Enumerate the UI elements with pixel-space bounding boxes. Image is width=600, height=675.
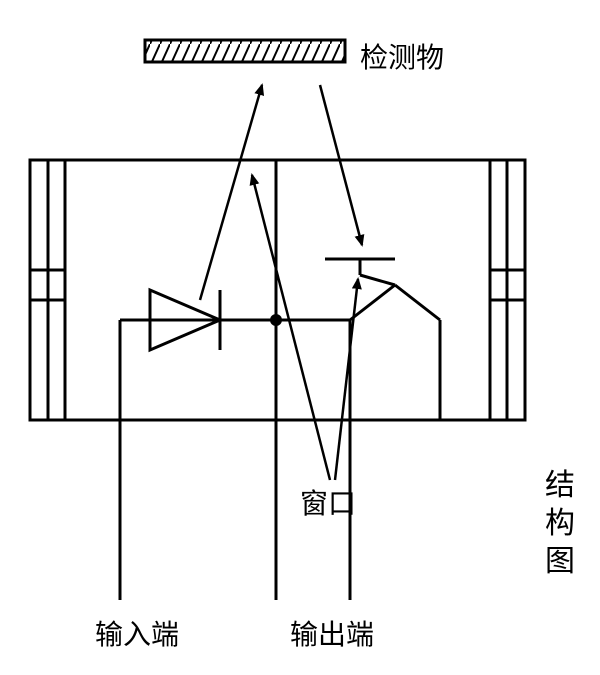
emit-arrow bbox=[200, 85, 262, 300]
input-terminal-label: 输入端 bbox=[95, 613, 179, 653]
window-label: 窗口 bbox=[300, 482, 356, 522]
detection-object-label: 检测物 bbox=[360, 36, 444, 76]
terminal-leads bbox=[120, 320, 440, 600]
diagram-svg bbox=[0, 0, 600, 675]
output-terminal-label: 输出端 bbox=[290, 613, 374, 653]
receive-arrow bbox=[320, 85, 362, 245]
detection-object-bar bbox=[145, 40, 345, 62]
structure-diagram-label-3: 图 bbox=[545, 536, 575, 580]
window-pointer-lines bbox=[252, 175, 358, 480]
inner-circuit bbox=[120, 259, 440, 350]
phototransistor-symbol bbox=[325, 259, 395, 285]
light-path-arrows bbox=[200, 85, 362, 300]
